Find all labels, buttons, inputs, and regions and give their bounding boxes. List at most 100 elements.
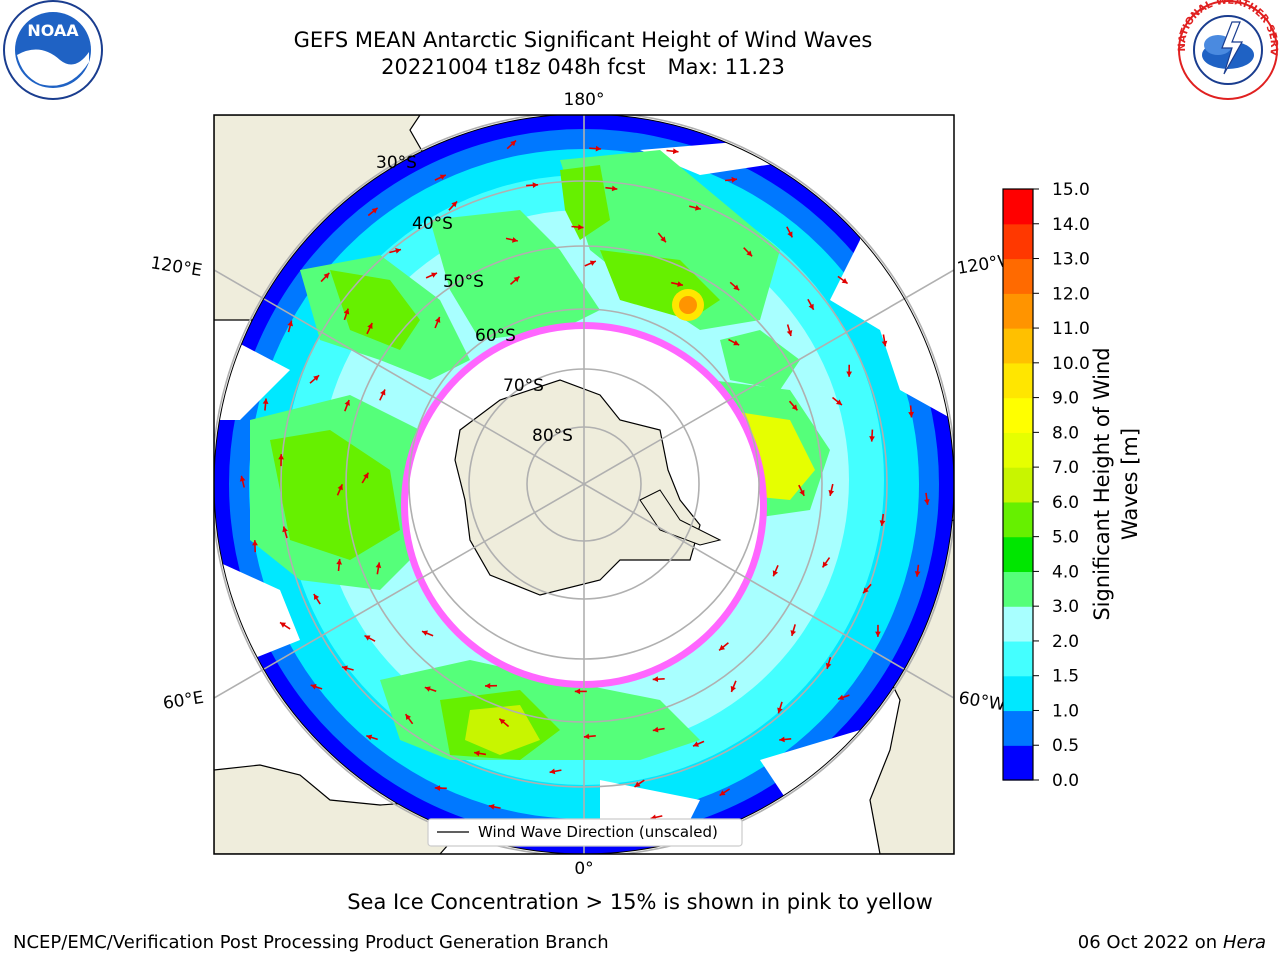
chart-title: GEFS MEAN Antarctic Significant Height o… — [293, 28, 873, 52]
colorbar-segment — [1003, 362, 1033, 399]
wave-arrow-head — [395, 248, 401, 254]
wave-arrow-head — [405, 714, 411, 720]
colorbar-segment — [1003, 328, 1033, 364]
run-info: 20221004 t18z 048h fcst — [381, 55, 646, 79]
wave-arrow-head — [875, 631, 881, 637]
wave-arrow-head — [239, 475, 246, 482]
wave-arrow-head — [841, 278, 848, 284]
wave-arrow-head — [719, 644, 725, 651]
wave-arrow-head — [364, 635, 371, 641]
wave-arrow-head — [367, 323, 373, 329]
wave-arrow-head — [578, 224, 584, 230]
footer-date-text: 06 Oct 2022 on — [1077, 932, 1218, 953]
wave-arrow-head — [342, 665, 348, 672]
wave-arrow-head — [733, 340, 740, 346]
colorbar-tick-label: 14.0 — [1052, 215, 1090, 235]
wave-arrow-head — [746, 250, 753, 257]
footer-machine: Hera — [1222, 932, 1266, 953]
legend-label: Wind Wave Direction (unscaled) — [478, 823, 718, 841]
wave-arrow-head — [786, 330, 793, 336]
colorbar-tick-label: 9.0 — [1052, 389, 1079, 409]
wave-arrow-head — [439, 174, 446, 180]
colorbar-tick-label: 7.0 — [1052, 458, 1079, 478]
wave-arrow-head — [434, 785, 441, 791]
colorbar-segment — [1003, 258, 1033, 294]
colorbar-tick-label: 5.0 — [1052, 528, 1079, 548]
wave-arrow-head — [451, 201, 458, 208]
wave-arrow-head — [733, 284, 740, 291]
wave-arrow-head — [881, 340, 888, 347]
wave-arrow-head — [869, 436, 875, 442]
wave-arrow-head — [280, 622, 286, 628]
colorbar-segment — [1003, 501, 1033, 538]
graticule — [214, 115, 954, 854]
colorbar-tick-label: 0.0 — [1052, 771, 1079, 791]
colorbar: 0.0 0.5 1.0 1.5 2.0 3.0 4.0 5.0 6.0 7.0 8.0 9.0 10.0… — [1002, 180, 1090, 791]
colorbar-tick-label: 8.0 — [1052, 423, 1079, 443]
wave-arrow-head — [435, 316, 441, 323]
wave-arrow-head — [336, 559, 342, 565]
lat-label-70s: 70°S — [503, 376, 544, 396]
wave-arrow-head — [589, 260, 596, 266]
wave-arrow-head — [375, 562, 382, 568]
wave-arrow-head — [313, 594, 320, 600]
wave-arrow-head — [583, 733, 590, 740]
wave-arrow-head — [424, 686, 431, 692]
wave-arrow-head — [366, 734, 373, 741]
wave-arrow-head — [282, 526, 288, 533]
wave-arrow-head — [914, 571, 921, 577]
wave-arrow-head — [660, 236, 666, 243]
wave-arrow-head — [777, 707, 783, 714]
wave-arrow-head — [730, 685, 736, 692]
wave-arrow-head — [672, 148, 679, 155]
footer-credit: NCEP/EMC/Verification Post Processing Pr… — [13, 932, 609, 953]
colorbar-tick-label: 1.0 — [1052, 701, 1079, 721]
wave-arrow-head — [677, 281, 683, 287]
chart-subtitle: 20221004 t18z 048h fcst Max: 11.23 — [183, 53, 983, 81]
colorbar-segment — [1003, 536, 1033, 573]
colorbar-tick-label: 0.5 — [1052, 736, 1079, 756]
colorbar-label: Significant Height of Wind Waves [m] — [1090, 347, 1142, 621]
wave-arrow-head — [652, 726, 659, 733]
wave-arrow-head — [574, 688, 581, 695]
wave-arrow-head — [822, 561, 828, 568]
colorbar-segment — [1003, 293, 1033, 329]
wave-arrow-head — [485, 683, 491, 689]
legend: Wind Wave Direction (unscaled) — [427, 818, 743, 847]
wave-arrow-head — [790, 630, 796, 636]
wave-arrow-head — [908, 411, 914, 418]
wave-arrow-head — [344, 400, 350, 406]
map-frame — [213, 114, 955, 855]
wave-arrow-head — [310, 684, 317, 690]
wave-arrow-head — [924, 499, 930, 505]
wave-arrow-head — [693, 741, 699, 747]
wave-arrow-head — [772, 570, 779, 577]
wave-arrow-head — [287, 320, 293, 327]
wave-arrow-head — [787, 231, 793, 238]
lon-label-0: 0° — [574, 859, 593, 879]
wind-wave-arrows — [239, 139, 930, 827]
lat-label-80s: 80°S — [532, 426, 573, 446]
colorbar-segment — [1003, 223, 1033, 260]
lat-label-30s: 30°S — [376, 153, 417, 173]
wave-arrow-head — [808, 303, 814, 310]
wave-arrow-head — [343, 308, 350, 315]
latitude-labels: 30°S 40°S 50°S 60°S 70°S 80°S — [376, 153, 573, 446]
wave-arrow-head — [532, 182, 539, 188]
wave-arrow-head — [828, 490, 835, 496]
wave-arrow-head — [595, 145, 602, 152]
map-area: 30°S 40°S 50°S 60°S 70°S 80°S Wind Wave … — [214, 115, 954, 854]
wave-arrow-head — [836, 399, 842, 405]
wave-arrow-head — [323, 272, 330, 279]
colorbar-tick-label: 6.0 — [1052, 493, 1079, 513]
wave-arrow-head — [791, 404, 798, 411]
wave-arrow-head — [431, 272, 437, 278]
svg-text:NATIONAL WEATHER SERVICE: NATIONAL WEATHER SERVICE — [0, 0, 1279, 56]
colorbar-tick-label: 11.0 — [1052, 319, 1090, 339]
max-value: Max: 11.23 — [667, 55, 785, 79]
wave-arrow-head — [252, 540, 258, 546]
footer-date: 06 Oct 2022 on Hera — [1078, 932, 1266, 953]
colorbar-tick-label: 1.5 — [1052, 667, 1079, 687]
wave-arrow-head — [337, 484, 343, 491]
